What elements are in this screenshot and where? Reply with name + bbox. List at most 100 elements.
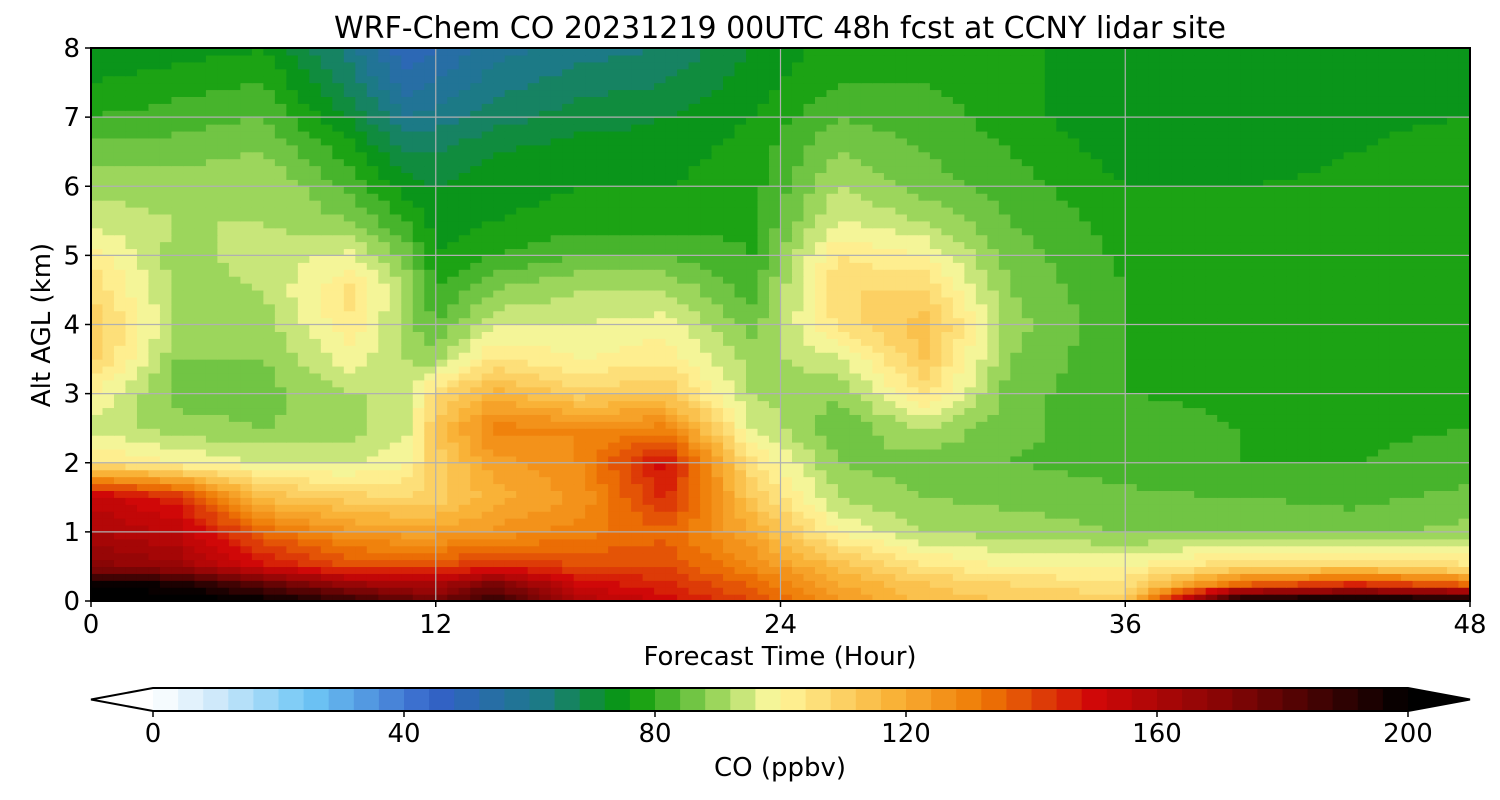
heatmap-cell bbox=[1090, 442, 1103, 450]
heatmap-cell bbox=[194, 331, 207, 339]
heatmap-cell bbox=[769, 573, 782, 581]
heatmap-cell bbox=[665, 518, 678, 526]
heatmap-cell bbox=[1320, 435, 1333, 443]
heatmap-cell bbox=[91, 359, 104, 367]
heatmap-cell bbox=[872, 400, 885, 409]
heatmap-cell bbox=[320, 379, 333, 388]
heatmap-cell bbox=[378, 414, 391, 422]
heatmap-cell bbox=[1435, 372, 1448, 381]
heatmap-cell bbox=[182, 435, 196, 443]
heatmap-cell bbox=[1148, 504, 1161, 512]
heatmap-cell bbox=[746, 531, 759, 540]
heatmap-cell bbox=[274, 511, 287, 519]
heatmap-cell bbox=[343, 372, 356, 381]
heatmap-cell bbox=[332, 407, 345, 415]
heatmap-cell bbox=[1010, 511, 1023, 519]
heatmap-cell bbox=[1378, 345, 1391, 353]
heatmap-cell bbox=[194, 518, 207, 526]
heatmap-cell bbox=[723, 372, 736, 381]
heatmap-cell bbox=[125, 594, 138, 602]
heatmap-cell bbox=[1366, 594, 1379, 602]
heatmap-cell bbox=[814, 497, 828, 505]
heatmap-cell bbox=[1447, 352, 1460, 360]
heatmap-cell bbox=[251, 407, 264, 415]
heatmap-cell bbox=[1010, 407, 1023, 415]
heatmap-cell bbox=[837, 414, 851, 422]
heatmap-cell bbox=[159, 566, 173, 574]
heatmap-cell bbox=[1458, 324, 1471, 333]
heatmap-cell bbox=[573, 442, 586, 450]
heatmap-cell bbox=[401, 338, 414, 346]
heatmap-cell bbox=[412, 393, 425, 402]
heatmap-cell bbox=[297, 455, 310, 464]
heatmap-cell bbox=[493, 372, 506, 381]
heatmap-cell bbox=[251, 469, 264, 478]
heatmap-cell bbox=[263, 462, 276, 471]
heatmap-cell bbox=[1217, 462, 1230, 471]
heatmap-cell bbox=[1309, 587, 1322, 595]
heatmap-cell bbox=[1366, 511, 1379, 519]
heatmap-cell bbox=[837, 317, 851, 326]
heatmap-cell bbox=[769, 531, 782, 540]
heatmap-cell bbox=[746, 317, 759, 326]
heatmap-cell bbox=[355, 414, 368, 422]
heatmap-cell bbox=[1263, 324, 1276, 333]
heatmap-cell bbox=[113, 511, 127, 519]
heatmap-cell bbox=[1332, 594, 1345, 602]
heatmap-cell bbox=[711, 483, 724, 491]
heatmap-cell bbox=[1136, 414, 1149, 422]
heatmap-cell bbox=[952, 469, 965, 478]
heatmap-cell bbox=[1033, 345, 1046, 353]
heatmap-cell bbox=[1010, 573, 1023, 581]
heatmap-cell bbox=[1021, 386, 1034, 395]
heatmap-cell bbox=[769, 365, 782, 374]
heatmap-cell bbox=[975, 414, 988, 422]
heatmap-cell bbox=[458, 545, 471, 554]
heatmap-cell bbox=[1171, 504, 1184, 512]
heatmap-cell bbox=[700, 324, 713, 333]
heatmap-cell bbox=[1044, 414, 1057, 422]
heatmap-cell bbox=[1021, 462, 1034, 471]
heatmap-cell bbox=[355, 497, 368, 505]
heatmap-cell bbox=[378, 421, 391, 429]
heatmap-cell bbox=[1458, 352, 1471, 360]
heatmap-cell bbox=[1435, 442, 1448, 450]
heatmap-cell bbox=[1424, 407, 1437, 415]
heatmap-cell bbox=[631, 497, 644, 505]
heatmap-cell bbox=[435, 545, 448, 554]
heatmap-cell bbox=[562, 428, 575, 436]
heatmap-cell bbox=[1251, 476, 1264, 485]
heatmap-cell bbox=[1366, 448, 1379, 457]
heatmap-cell bbox=[1435, 435, 1448, 443]
heatmap-cell bbox=[378, 524, 391, 533]
heatmap-cell bbox=[516, 365, 529, 374]
heatmap-cell bbox=[148, 324, 161, 333]
heatmap-cell bbox=[596, 331, 609, 339]
heatmap-cell bbox=[642, 365, 655, 374]
heatmap-cell bbox=[757, 448, 770, 457]
heatmap-cell bbox=[274, 442, 287, 450]
heatmap-cell bbox=[975, 538, 988, 547]
heatmap-cell bbox=[527, 524, 540, 533]
heatmap-cell bbox=[1033, 317, 1046, 326]
heatmap-cell bbox=[424, 476, 437, 485]
heatmap-cell bbox=[1320, 490, 1333, 498]
heatmap-cell bbox=[746, 511, 759, 519]
heatmap-cell bbox=[769, 504, 782, 512]
heatmap-cell bbox=[941, 345, 954, 353]
heatmap-cell bbox=[136, 442, 150, 450]
heatmap-cell bbox=[332, 400, 345, 409]
heatmap-cell bbox=[849, 566, 862, 574]
heatmap-cell bbox=[217, 435, 230, 443]
heatmap-cell bbox=[723, 524, 736, 533]
heatmap-cell bbox=[700, 538, 713, 547]
heatmap-cell bbox=[102, 580, 115, 588]
heatmap-cell bbox=[343, 317, 356, 326]
heatmap-cell bbox=[1182, 545, 1195, 554]
heatmap-cell bbox=[883, 580, 897, 588]
heatmap-cell bbox=[493, 594, 506, 602]
heatmap-cell bbox=[987, 400, 1000, 409]
heatmap-cell bbox=[1205, 421, 1218, 429]
heatmap-cell bbox=[700, 421, 713, 429]
heatmap-cell bbox=[1113, 365, 1126, 374]
